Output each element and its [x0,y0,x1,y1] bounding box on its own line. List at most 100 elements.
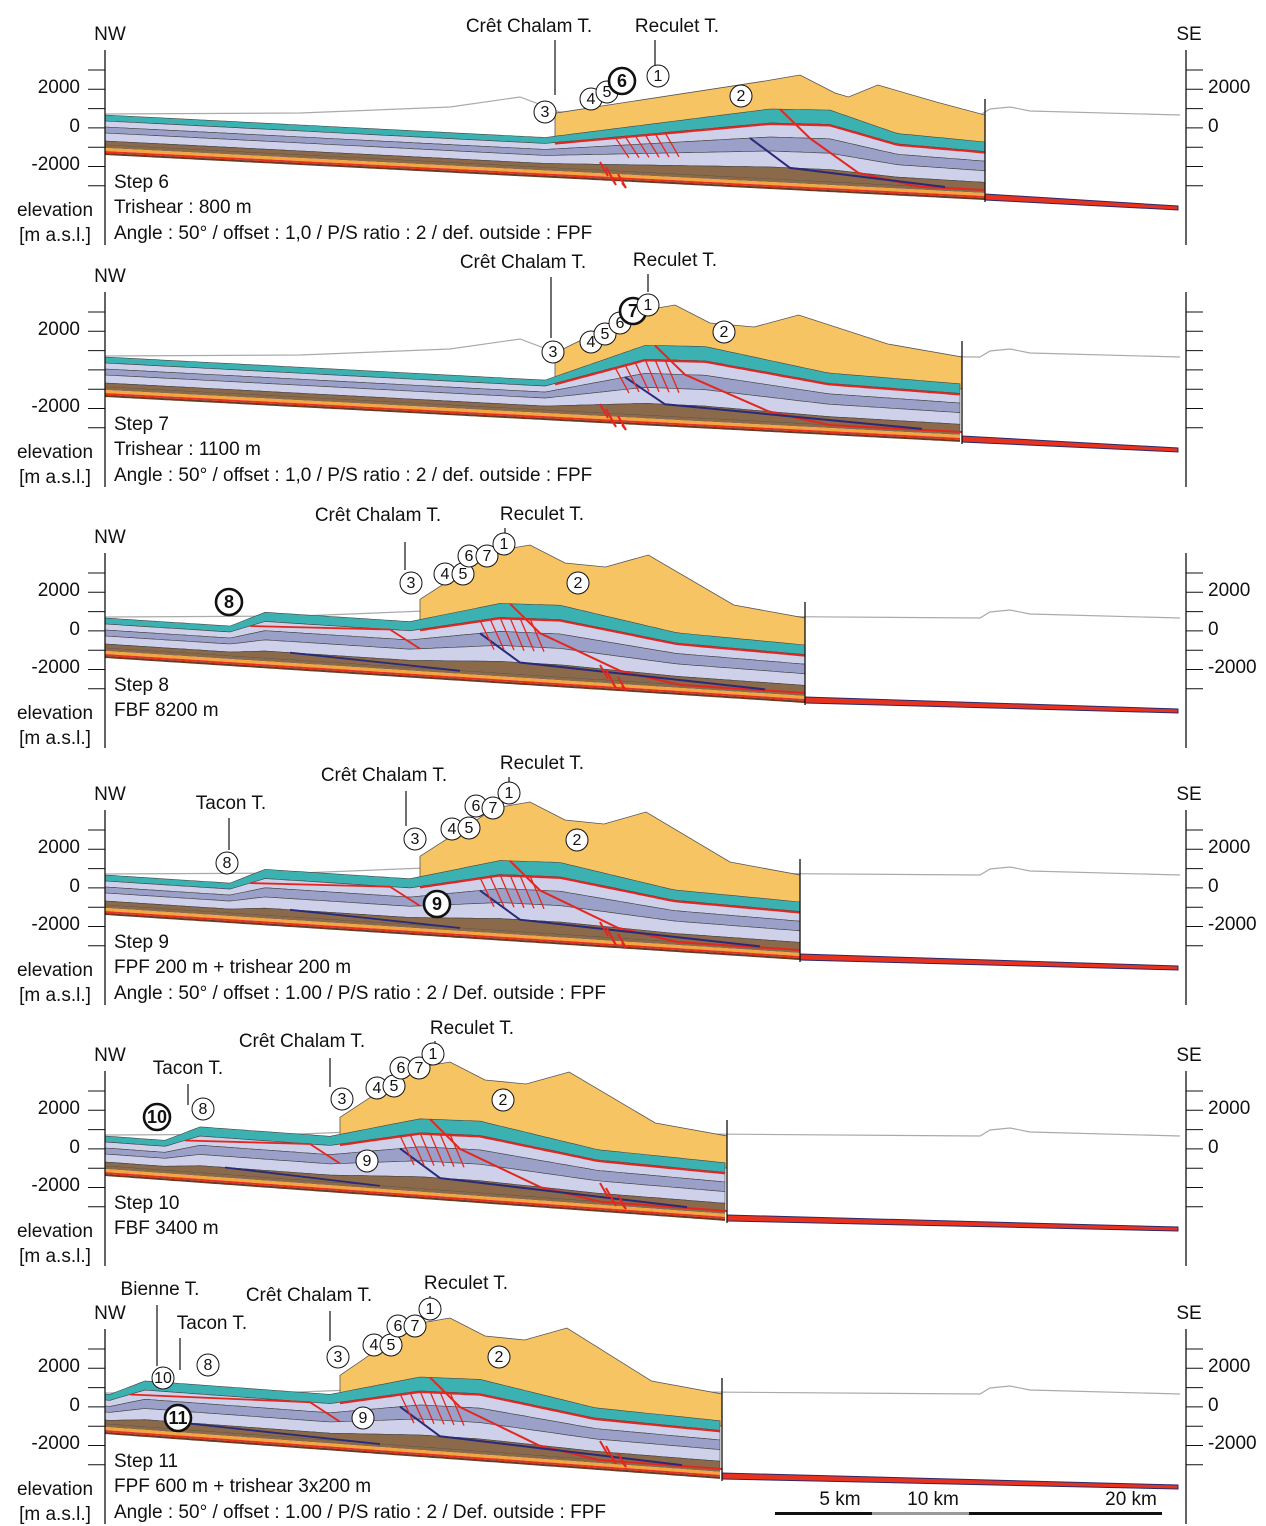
thrust-marker-label: 8 [199,1101,208,1118]
thrust-marker-label: 6 [472,798,481,815]
direction-label: NW [94,266,126,287]
elevation-tick-label: 2000 [38,77,80,98]
thrust-marker-label: 2 [573,832,582,849]
section-panel: NWSE20000-200020000elevation[m a.s.l.]St… [17,16,1250,246]
section-panel: NW20000-200020000-2000elevation[m a.s.l.… [17,504,1257,749]
step-description: FBF 3400 m [114,1218,219,1239]
axis-title: [m a.s.l.] [19,467,91,488]
thrust-marker-label: 1 [505,785,514,802]
thrust-marker-label: 7 [415,1060,424,1077]
step-description: Trishear : 1100 m [114,439,261,460]
thrust-marker-label: 4 [373,1080,382,1097]
elevation-tick-label: 0 [1208,876,1219,897]
thrust-label: Reculet T. [430,1018,514,1039]
thrust-label: Tacon T. [196,793,266,814]
thrust-marker-label: 6 [617,71,627,91]
thrust-label: Tacon T. [153,1058,223,1079]
step-title: Step 9 [114,932,169,953]
elevation-tick-label: 0 [1208,619,1219,640]
figure: NWSE20000-200020000elevation[m a.s.l.]St… [0,0,1266,1526]
axis-title: elevation [17,442,93,463]
thrust-marker-label: 5 [459,566,468,583]
step-description: Angle : 50° / offset : 1.00 / P/S ratio … [114,1502,606,1523]
basement-tail [727,1215,1178,1231]
thrust-marker-label: 8 [223,855,232,872]
scale-segment [775,1512,872,1515]
elevation-tick-label: 2000 [1208,580,1250,601]
axis-title: [m a.s.l.] [19,985,91,1006]
basement-tail [985,194,1178,210]
step-description: FBF 8200 m [114,700,219,721]
elevation-tick-label: 2000 [38,1098,80,1119]
scale-label: 20 km [1105,1489,1157,1510]
thrust-marker-label: 9 [359,1410,368,1427]
thrust-label: Crêt Chalam T. [460,252,586,273]
thrust-marker-label: 3 [541,104,550,121]
step-description: Angle : 50° / offset : 1.00 / P/S ratio … [114,983,606,1004]
thrust-marker-label: 6 [465,548,474,565]
thrust-marker-label: 5 [387,1337,396,1354]
elevation-tick-label: -2000 [31,396,80,417]
thrust-marker-label: 5 [601,326,610,343]
thrust-marker-label: 4 [587,91,596,108]
thrust-label: Crêt Chalam T. [321,765,447,786]
basement-tail [962,436,1178,452]
thrust-marker-label: 3 [411,831,420,848]
elevation-tick-label: -2000 [1208,1433,1257,1454]
elevation-tick-label: 0 [1208,116,1219,137]
thrust-marker-label: 2 [499,1092,508,1109]
basement-tail [805,697,1178,713]
thrust-label: Reculet T. [635,16,719,37]
axis-title: elevation [17,200,93,221]
thrust-marker-label: 5 [465,820,474,837]
elevation-tick-label: -2000 [31,1433,80,1454]
thrust-marker-label: 4 [370,1337,379,1354]
direction-label: SE [1176,1303,1201,1324]
thrust-label: Crêt Chalam T. [239,1031,365,1052]
axis-title: [m a.s.l.] [19,225,91,246]
thrust-marker-label: 7 [628,301,638,321]
thrust-marker-label: 3 [338,1091,347,1108]
section-panel: NW2000-2000elevation[m a.s.l.]Step 7Tris… [17,250,1203,488]
axis-title: elevation [17,1221,93,1242]
axis-title: elevation [17,703,93,724]
scale-bar: 5 km10 km20 km [775,1489,1162,1515]
basement-tail [800,954,1178,970]
direction-label: SE [1176,24,1201,45]
thrust-marker-label: 2 [574,575,583,592]
thrust-label: Tacon T. [177,1313,247,1334]
step-description: Angle : 50° / offset : 1,0 / P/S ratio :… [114,465,592,486]
thrust-marker-label: 1 [644,297,653,314]
thrust-marker-label: 3 [334,1349,343,1366]
elevation-tick-label: -2000 [31,914,80,935]
thrust-marker-label: 8 [204,1357,213,1374]
elevation-tick-label: 0 [69,876,80,897]
step-title: Step 10 [114,1193,180,1214]
elevation-tick-label: 0 [1208,1137,1219,1158]
thrust-marker-label: 2 [495,1349,504,1366]
elevation-tick-label: 2000 [38,319,80,340]
elevation-tick-label: 2000 [38,580,80,601]
thrust-marker-label: 1 [654,68,663,85]
elevation-tick-label: -2000 [31,657,80,678]
direction-label: NW [94,527,126,548]
step-description: FPF 600 m + trishear 3x200 m [114,1476,371,1497]
thrust-marker-label: 4 [448,821,457,838]
elevation-tick-label: -2000 [31,154,80,175]
thrust-marker-label: 7 [411,1318,420,1335]
step-title: Step 6 [114,172,169,193]
axis-title: elevation [17,960,93,981]
thrust-marker-label: 1 [429,1046,438,1063]
direction-label: NW [94,1045,126,1066]
section-panel: NWSE20000-200020000elevation[m a.s.l.]St… [17,1018,1250,1267]
thrust-marker-label: 1 [500,536,509,553]
thrust-marker-label: 10 [154,1370,172,1387]
page: NWSE20000-200020000elevation[m a.s.l.]St… [0,0,1266,1526]
thrust-marker-label: 6 [397,1060,406,1077]
thrust-marker-label: 2 [720,324,729,341]
step-title: Step 11 [114,1451,178,1472]
direction-label: NW [94,784,126,805]
thrust-marker-label: 5 [390,1078,399,1095]
thrust-marker-label: 3 [407,575,416,592]
step-description: FPF 200 m + trishear 200 m [114,957,351,978]
